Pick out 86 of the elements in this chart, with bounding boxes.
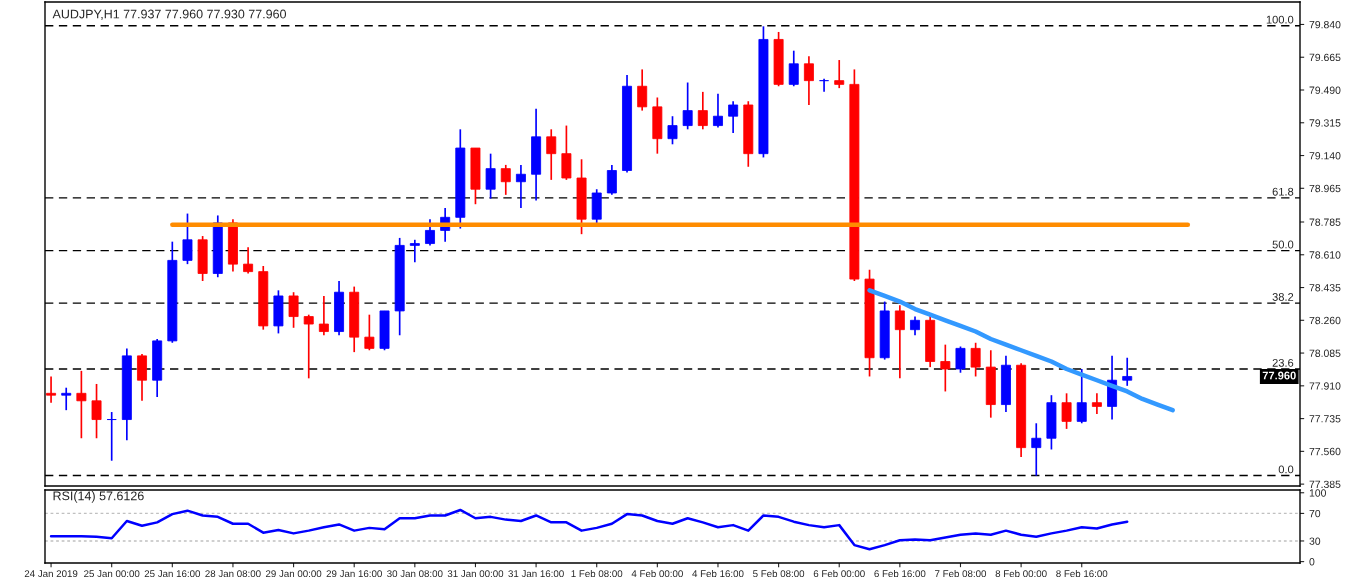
candlestick [91,383,102,440]
y-tick-label: 77.910 [1309,382,1341,390]
candlestick [667,115,678,146]
x-tick-label: 29 Jan 00:00 [265,570,322,578]
candlestick [955,345,966,374]
y-tick-label: 100 [1309,489,1326,497]
text: AUDJPY,H1 77.937 77.960 77.930 77.960 [52,9,287,20]
candlestick [894,304,905,380]
y-tick-label: 77.560 [1309,447,1341,456]
y-tick-label: 79.840 [1309,20,1341,29]
candlestick [819,77,830,93]
y-tick-label: 30 [1309,537,1321,545]
annotation: 23.6 [1272,358,1294,367]
candlestick [606,164,617,196]
annotation: 100.0 [1266,15,1294,24]
candlestick [1122,356,1133,387]
x-tick-label: 25 Jan 00:00 [84,570,140,578]
annotation: 77.960 [1262,371,1296,380]
candlestick [485,152,496,200]
y-tick-label: 79.490 [1309,86,1341,94]
y-tick-label: 78.610 [1309,251,1341,259]
y-tick-label: 0 [1309,558,1315,566]
y-tick-label: 78.965 [1309,184,1341,193]
x-tick-label: 8 Feb 00:00 [995,569,1047,578]
y-tick-label: 77.385 [1309,480,1341,488]
candlestick [788,49,799,88]
candlestick [243,246,254,275]
candlestick [834,59,845,89]
candlestick [76,370,87,440]
candlestick [500,164,511,196]
candlestick [515,164,526,209]
y-tick-label: 78.085 [1309,349,1341,357]
candlestick [288,291,299,329]
x-tick-label: 6 Feb 00:00 [813,569,865,578]
y-tick-label: 79.665 [1309,53,1341,62]
candlestick [364,313,375,352]
x-tick-label: 4 Feb 16:00 [692,569,744,578]
x-tick-label: 31 Jan 00:00 [447,570,504,578]
x-tick-label: 29 Jan 16:00 [326,570,382,578]
candlestick [970,341,981,378]
annotation: 38.2 [1272,293,1294,301]
candlestick [1076,368,1087,425]
x-tick-label: 4 Feb 00:00 [631,569,683,578]
candlestick [682,81,693,131]
x-tick-label: 25 Jan 16:00 [144,570,201,578]
candlestick [546,128,557,181]
y-tick-label: 79.140 [1309,152,1341,160]
y-tick-label: 79.315 [1309,119,1341,127]
candlestick [1031,422,1042,477]
candlestick [728,100,739,134]
line-series [49,508,1129,551]
candlestick [425,218,435,247]
candlestick [409,238,420,264]
x-tick-label: 7 Feb 08:00 [935,569,987,578]
candlestick [318,295,329,337]
candlestick [106,411,117,462]
candlestick [803,55,814,106]
candlestick [182,212,193,265]
x-tick-label: 8 Feb 16:00 [1056,569,1108,578]
candlestick [697,91,708,131]
y-tick-label: 70 [1309,509,1321,518]
candlestick [940,343,951,393]
x-tick-label: 6 Feb 16:00 [874,569,926,578]
x-tick-label: 30 Jan 08:00 [387,570,443,578]
candlestick [1091,392,1102,415]
y-tick-label: 78.260 [1309,316,1341,325]
candlestick [910,315,920,337]
candlestick [303,313,314,380]
y-tick-label: 78.435 [1309,284,1341,292]
candlestick [713,92,723,129]
candlestick [1061,392,1072,430]
candlestick [637,68,648,112]
annotation: 50.0 [1272,240,1294,249]
candlestick [61,386,72,412]
line-series [867,288,1175,413]
x-tick-label: 1 Feb 08:00 [571,569,623,578]
x-tick-label: 24 Jan 2019 [24,570,78,578]
y-tick-label: 78.785 [1309,218,1341,226]
annotation: 61.8 [1272,187,1294,196]
annotation: 0.0 [1278,465,1294,474]
x-tick-label: 31 Jan 16:00 [508,570,564,578]
candlestick [46,375,57,404]
x-tick-label: 28 Jan 08:00 [205,570,261,578]
x-tick-label: 5 Feb 08:00 [753,569,805,578]
y-tick-label: 77.735 [1309,415,1341,423]
chart-title: RSI(14) 57.6126 [53,491,144,503]
